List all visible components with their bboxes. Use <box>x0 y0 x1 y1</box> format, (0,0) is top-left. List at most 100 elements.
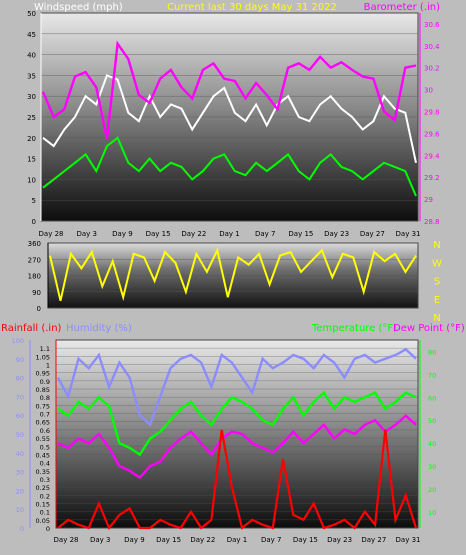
compass-letter: E <box>434 295 440 306</box>
temperature-tick: 50 <box>428 417 436 425</box>
climate-x-tick: Day 15 <box>293 536 318 544</box>
rainfall-tick: 0.15 <box>36 500 50 508</box>
climate-x-tick: Day 3 <box>90 536 111 544</box>
rainfall-tick: 0.6 <box>40 427 50 435</box>
windspeed-tick: 35 <box>27 72 36 80</box>
wind-x-tick: Day 15 <box>146 230 171 238</box>
humidity-tick: 80 <box>16 375 24 383</box>
direction-tick: 180 <box>28 273 41 281</box>
wind-x-tick: Day 7 <box>255 230 276 238</box>
windspeed-tick: 25 <box>27 114 36 122</box>
compass-letter: W <box>432 258 442 269</box>
barometer-tick: 29.4 <box>424 152 440 160</box>
barometer-line <box>41 40 417 140</box>
temperature-tick: 70 <box>428 371 436 379</box>
rainfall-tick: 0.95 <box>36 370 50 378</box>
windspeed-axis-label: Windspeed (mph) <box>34 2 123 13</box>
temperature-axis-label: Temperature (°F) <box>311 323 397 334</box>
wind-x-tick: Day 22 <box>181 230 206 238</box>
windspeed-tick: 15 <box>27 156 36 164</box>
windspeed-tick: 40 <box>27 52 36 60</box>
humidity-line <box>56 347 417 427</box>
barometer-tick: 29.6 <box>424 130 440 138</box>
humidity-tick: 0 <box>20 525 24 533</box>
barometer-tick: 29.8 <box>424 109 440 117</box>
climate-x-tick: Day 7 <box>261 536 282 544</box>
humidity-tick: 50 <box>16 431 24 439</box>
compass-letter: S <box>434 277 440 288</box>
windspeed-tick: 30 <box>27 93 36 101</box>
rainfall-tick: 0.75 <box>36 402 50 410</box>
rainfall-tick: 0.05 <box>36 517 50 525</box>
rainfall-tick: 0.7 <box>40 411 50 419</box>
humidity-tick: 20 <box>16 487 24 495</box>
rainfall-tick: 0.85 <box>36 386 50 394</box>
wind-panel-grid <box>41 12 418 222</box>
rainfall-tick: 0.1 <box>40 509 50 517</box>
climate-x-tick: Day 31 <box>396 536 421 544</box>
direction-tick: 90 <box>32 289 41 297</box>
humidity-tick: 40 <box>16 450 24 458</box>
temperature-tick: 20 <box>428 486 436 494</box>
rainfall-tick: 0.55 <box>36 435 50 443</box>
rainfall-tick: 0.8 <box>40 394 50 402</box>
climate-x-tick: Day 9 <box>124 536 145 544</box>
barometer-axis-label: Barometer (.in) <box>364 2 440 13</box>
rainfall-axis-label: Rainfall (.in) <box>1 323 62 334</box>
wind-x-tick: Day 27 <box>360 230 385 238</box>
rainfall-tick: 0.5 <box>40 443 50 451</box>
barometer-tick: 30.2 <box>424 65 440 73</box>
barometer-tick: 30.4 <box>424 43 440 51</box>
humidity-tick: 90 <box>16 356 24 364</box>
windspeed-tick: 10 <box>27 176 36 184</box>
temperature-tick: 40 <box>428 440 436 448</box>
temperature-line <box>57 390 417 457</box>
rainfall-tick: 0.45 <box>36 451 50 459</box>
windspeed-tick: 50 <box>27 10 36 18</box>
rainfall-tick: 0 <box>46 525 50 533</box>
dewpoint-line <box>57 414 417 480</box>
temperature-tick: 60 <box>428 394 436 402</box>
rainfall-tick: 1.05 <box>36 353 50 361</box>
compass-letter: N <box>433 240 440 251</box>
windspeed-tick: 20 <box>27 135 36 143</box>
climate-panel-axes: 00.050.10.150.20.250.30.350.40.450.50.55… <box>12 337 437 544</box>
barometer-tick: 30 <box>424 87 433 95</box>
climate-panel-marks <box>56 347 418 531</box>
direction-tick: 0 <box>37 305 41 313</box>
humidity-tick: 60 <box>16 412 24 420</box>
rainfall-tick: 0.25 <box>36 484 50 492</box>
wind-x-tick: Day 15 <box>288 230 313 238</box>
direction-tick: 360 <box>28 240 41 248</box>
temperature-tick: 10 <box>428 509 436 517</box>
compass-letter: N <box>433 313 440 324</box>
direction-panel-marks <box>49 247 417 302</box>
climate-x-tick: Day 15 <box>156 536 181 544</box>
rainfall-tick: 0.9 <box>40 378 50 386</box>
wind-direction-line <box>49 247 417 302</box>
climate-x-tick: Day 27 <box>361 536 386 544</box>
rainfall-tick: 0.2 <box>40 492 50 500</box>
wind-x-tick: Day 23 <box>324 230 349 238</box>
climate-x-tick: Day 23 <box>327 536 352 544</box>
wind-gust-line <box>42 74 417 164</box>
humidity-axis-label: Humidity (%) <box>66 323 132 334</box>
windspeed-tick: 5 <box>32 197 36 205</box>
wind-x-tick: Day 28 <box>39 230 64 238</box>
direction-tick: 270 <box>28 256 41 264</box>
climate-x-tick: Day 28 <box>54 536 79 544</box>
rainfall-tick: 1.1 <box>40 345 50 353</box>
humidity-tick: 100 <box>12 337 24 345</box>
wind-panel-axes: 0 5 10 15 20 25 30 35 40 45 50 28.8 29 29.2 29.4 29.6 29… <box>27 10 440 238</box>
climate-x-tick: Day 1 <box>227 536 248 544</box>
barometer-tick: 30.6 <box>424 21 440 29</box>
windspeed-tick: 0 <box>32 218 36 226</box>
rainfall-tick: 1 <box>46 362 50 370</box>
wind-panel-marks <box>41 40 417 197</box>
dewpoint-axis-label: Dew Point (°F) <box>393 323 465 334</box>
barometer-tick: 29.2 <box>424 174 440 182</box>
rainfall-tick: 0.4 <box>40 460 50 468</box>
wind-x-tick: Day 9 <box>112 230 133 238</box>
